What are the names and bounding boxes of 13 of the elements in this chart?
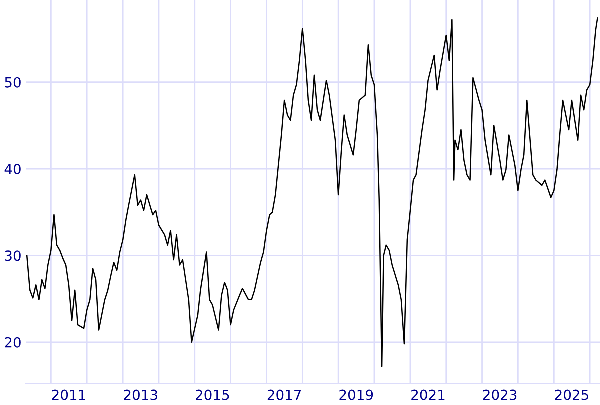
y-tick-label: 40 — [4, 164, 21, 175]
x-tick-label: 2017 — [268, 390, 302, 400]
line-series — [26, 18, 598, 368]
y-tick-label: 50 — [5, 77, 21, 88]
x-tick-label: 2015 — [196, 390, 230, 400]
x-tick-label: 2025 — [555, 390, 588, 400]
x-tick-label: 2011 — [52, 390, 86, 400]
y-tick-label: 20 — [5, 337, 21, 348]
x-tick-label: 2013 — [124, 390, 158, 400]
x-tick-label: 2023 — [483, 390, 517, 400]
x-tick-label: 2019 — [340, 390, 374, 400]
x-tick-label: 2021 — [412, 390, 445, 400]
y-tick-label: 30 — [5, 250, 21, 262]
